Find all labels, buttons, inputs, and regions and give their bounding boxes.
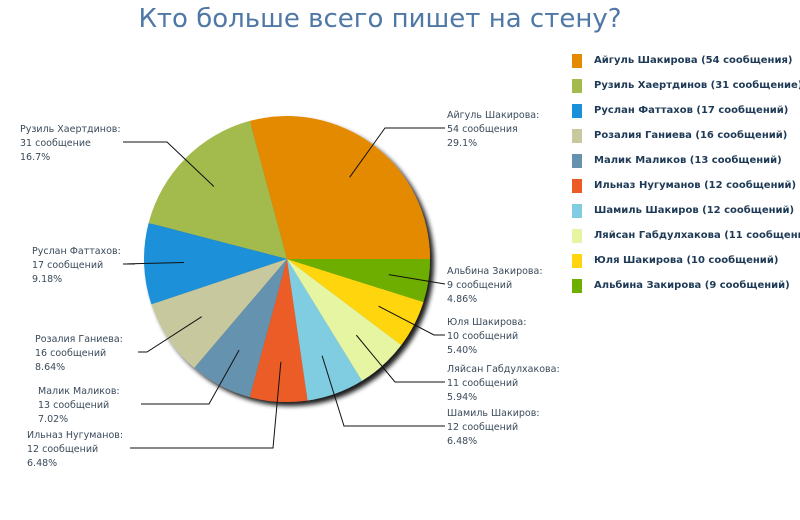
pie-slice[interactable] bbox=[148, 120, 287, 260]
data-label: Рузиль Хаертдинов: 31 сообщение 16.7% bbox=[20, 124, 121, 163]
leader-line bbox=[141, 349, 240, 405]
leader-line bbox=[123, 141, 215, 187]
legend-swatch bbox=[572, 279, 582, 293]
legend-label: Шамиль Шакиров (12 сообщений) bbox=[594, 205, 795, 216]
data-label: Ильназ Нугуманов: 12 сообщений 6.48% bbox=[27, 430, 123, 469]
legend-label: Айгуль Шакирова (54 сообщения) bbox=[594, 55, 793, 66]
pie-slice[interactable] bbox=[287, 259, 424, 346]
legend-swatch bbox=[572, 179, 582, 193]
leader-line bbox=[122, 261, 185, 265]
leader-line bbox=[130, 361, 282, 449]
legend-label: Розалия Ганиева (16 сообщений) bbox=[594, 130, 788, 141]
data-label: Розалия Ганиева: 16 сообщений 8.64% bbox=[35, 334, 123, 373]
data-label: Малик Маликов: 13 сообщений 7.02% bbox=[38, 386, 120, 425]
legend-swatch bbox=[572, 54, 582, 68]
pie-slice[interactable] bbox=[194, 259, 287, 398]
pie-slice[interactable] bbox=[287, 259, 362, 401]
legend-swatch bbox=[572, 104, 582, 118]
pie-slice[interactable] bbox=[144, 222, 287, 305]
legend-item[interactable]: Айгуль Шакирова (54 сообщения) bbox=[572, 53, 800, 78]
legend-swatch bbox=[572, 204, 582, 218]
data-label: Юля Шакирова: 10 сообщений 5.40% bbox=[447, 317, 526, 356]
legend-swatch bbox=[572, 229, 582, 243]
leader-line bbox=[378, 305, 445, 336]
data-label: Ляйсан Габдулхакова: 11 сообщений 5.94% bbox=[447, 364, 560, 403]
legend-swatch bbox=[572, 79, 582, 93]
pie-slice[interactable] bbox=[249, 115, 430, 259]
pie-slice[interactable] bbox=[249, 259, 308, 402]
legend-item[interactable]: Руслан Фаттахов (17 сообщений) bbox=[572, 103, 800, 128]
legend-label: Малик Маликов (13 сообщений) bbox=[594, 155, 782, 166]
legend-label: Юля Шакирова (10 сообщений) bbox=[594, 255, 779, 266]
pie-slice[interactable] bbox=[287, 259, 402, 381]
data-label: Шамиль Шакиров: 12 сообщений 6.48% bbox=[447, 408, 540, 447]
legend-label: Альбина Закирова (9 сообщений) bbox=[594, 280, 790, 291]
legend-item[interactable]: Юля Шакирова (10 сообщений) bbox=[572, 253, 800, 278]
data-label: Руслан Фаттахов: 17 сообщений 9.18% bbox=[32, 246, 121, 285]
legend-swatch bbox=[572, 129, 582, 143]
legend-item[interactable]: Ильназ Нугуманов (12 сообщений) bbox=[572, 178, 800, 203]
data-label: Айгуль Шакирова: 54 сообщения 29.1% bbox=[447, 110, 539, 149]
legend-item[interactable]: Шамиль Шакиров (12 сообщений) bbox=[572, 203, 800, 228]
legend-swatch bbox=[572, 154, 582, 168]
leader-line bbox=[321, 355, 445, 427]
pie-slice[interactable] bbox=[151, 259, 287, 368]
leader-line bbox=[349, 127, 445, 178]
legend-swatch bbox=[572, 254, 582, 268]
leader-line bbox=[355, 334, 445, 383]
pie-slice[interactable] bbox=[287, 259, 430, 303]
legend-label: Ляйсан Габдулхакова (11 сообщений) bbox=[594, 230, 800, 241]
leader-line bbox=[388, 274, 446, 285]
legend-label: Руслан Фаттахов (17 сообщений) bbox=[594, 105, 789, 116]
chart-title: Кто больше всего пишет на стену? bbox=[138, 4, 622, 34]
data-label: Альбина Закирова: 9 сообщений 4.86% bbox=[447, 266, 543, 305]
legend-item[interactable]: Ляйсан Габдулхакова (11 сообщений) bbox=[572, 228, 800, 253]
legend-label: Рузиль Хаертдинов (31 сообщение) bbox=[594, 80, 800, 91]
legend-item[interactable]: Альбина Закирова (9 сообщений) bbox=[572, 278, 800, 303]
legend: Айгуль Шакирова (54 сообщения) Рузиль Хае… bbox=[572, 53, 800, 303]
legend-item[interactable]: Рузиль Хаертдинов (31 сообщение) bbox=[572, 78, 800, 103]
legend-item[interactable]: Малик Маликов (13 сообщений) bbox=[572, 153, 800, 178]
legend-item[interactable]: Розалия Ганиева (16 сообщений) bbox=[572, 128, 800, 153]
legend-label: Ильназ Нугуманов (12 сообщений) bbox=[594, 180, 797, 191]
leader-line bbox=[138, 316, 202, 353]
